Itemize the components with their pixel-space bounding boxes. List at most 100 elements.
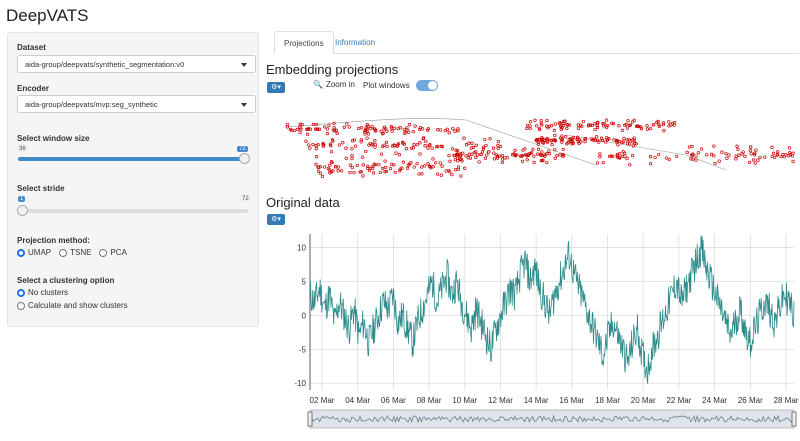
projection-point [356,126,361,131]
projection-point [447,153,451,158]
projection-point [539,158,544,163]
projection-point [383,159,387,163]
x-tick-label: 24 Mar [702,396,727,405]
projection-point [326,166,330,171]
projection-point [350,147,354,151]
plot-windows-toggle[interactable] [415,80,438,91]
zoom-in-control[interactable]: 🔍 Zoom in [313,80,355,89]
projection-point [327,123,331,127]
projection-point [736,147,740,151]
projection-point [751,158,756,162]
projection-point [366,132,371,136]
projection-point [727,153,731,157]
projection-point [753,161,757,165]
embedding-scatter[interactable] [266,95,800,190]
projection-point [555,153,559,158]
projection-point [791,159,795,164]
projection-point [543,154,547,158]
projection-point [350,153,354,158]
radio-calc-clusters[interactable]: Calculate and show clusters [17,301,128,310]
projection-point [496,146,500,151]
projection-point [539,118,543,123]
projection-point [463,166,467,170]
projection-point [393,170,397,175]
projection-point [627,142,632,146]
projection-point [500,153,505,158]
encoder-label: Encoder [17,84,50,93]
projection-point [540,150,544,154]
projection-point [675,154,679,159]
original-settings-button[interactable]: ⚙▾ [267,214,285,225]
projection-point [725,156,729,160]
encoder-select[interactable]: aida-group/deepvats/mvp:seg_synthetic [17,95,256,113]
gear-icon: ⚙▾ [271,216,281,223]
projection-point [565,126,569,131]
projection-point [329,150,334,154]
projection-point [435,172,440,176]
projection-point [685,150,689,155]
projection-point [328,171,332,175]
projection-point [379,129,383,133]
x-tick-label: 06 Mar [381,396,406,405]
projection-point [624,122,628,127]
projection-point [334,128,338,132]
projection-point [788,153,793,157]
projection-point [520,154,525,158]
dataset-select[interactable]: aida-group/deepvats/synthetic_segmentati… [17,55,256,73]
projection-point [313,127,318,131]
projection-point [371,171,376,175]
projection-point [363,128,367,133]
projection-point [627,138,632,142]
projection-point [372,162,376,166]
projection-point [479,152,483,157]
radio-pca[interactable]: PCA [99,248,127,257]
projection-point [358,170,362,174]
projection-point [618,152,622,156]
y-tick-label: 5 [302,277,307,286]
range-handle-right[interactable] [791,411,797,427]
projection-point [528,120,533,124]
projection-point [528,126,532,131]
window-size-handle[interactable] [239,153,250,164]
projection-point [323,125,327,129]
tab-projections[interactable]: Projections [274,31,334,54]
projection-point [474,155,478,159]
projection-point [474,150,478,154]
projection-point [411,129,415,134]
projection-point [661,121,666,125]
radio-icon [17,301,25,310]
range-navigator-bg [309,409,795,429]
projection-point [593,127,597,132]
projection-point [366,164,370,169]
projection-point [459,174,463,178]
projection-point [737,153,741,157]
projection-point [614,138,619,143]
projection-point [308,127,313,131]
radio-umap[interactable]: UMAP [17,248,51,257]
range-handle-left[interactable] [307,411,313,427]
projection-point [545,152,549,156]
tab-information[interactable]: Information [335,38,376,47]
projection-point [620,140,624,145]
radio-umap-label: UMAP [28,248,52,257]
projection-point [545,138,550,142]
radio-no-clusters[interactable]: No clusters [17,288,68,297]
radio-tsne[interactable]: TSNE [59,248,91,257]
projection-point [581,119,585,124]
window-size-fill [18,157,248,161]
projection-point [492,157,497,161]
projection-point [384,169,389,174]
projection-point [699,147,704,151]
projection-point [298,122,302,126]
y-tick-label: 10 [297,244,306,253]
original-data-chart[interactable]: 10 5 0 -5 -10 02 Mar 04 Mar 06 Mar 08 Mar 10 Mar 1… [266,228,800,441]
projection-point [423,164,427,168]
stride-handle[interactable] [17,205,28,216]
stride-track[interactable] [18,209,248,213]
projection-point [656,119,660,124]
range-navigator[interactable] [307,409,797,429]
projection-point [705,153,709,157]
projection-point [390,162,394,167]
chevron-down-icon [241,63,247,67]
projections-settings-button[interactable]: ⚙▾ [267,82,285,93]
